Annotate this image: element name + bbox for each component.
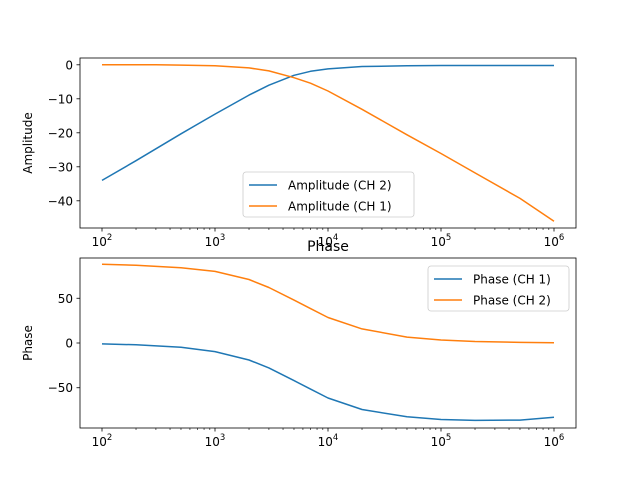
phase-y-tick-label: 50 xyxy=(58,292,73,306)
phase-y-tick-label: −50 xyxy=(48,381,73,395)
amplitude-x-tick-label: 105 xyxy=(431,233,452,249)
amplitude-legend-label-1: Amplitude (CH 2) xyxy=(288,179,392,193)
amplitude-x-tick-label: 102 xyxy=(92,233,113,249)
phase-panel-title: Phase xyxy=(307,239,349,255)
amplitude-x-tick-label: 103 xyxy=(205,233,226,249)
amplitude-y-tick-label: −40 xyxy=(48,194,73,208)
phase-legend: Phase (CH 1) Phase (CH 2) xyxy=(427,265,570,312)
amplitude-y-tick-label: 0 xyxy=(65,58,73,72)
amplitude-legend-box xyxy=(242,171,415,218)
amplitude-series-line-2 xyxy=(102,64,555,222)
amplitude-y-tick-label: −10 xyxy=(48,92,73,106)
phase-x-tick-label: 102 xyxy=(92,433,113,449)
phase-y-tick-label: 0 xyxy=(65,337,73,351)
amplitude-panel: 102 103 104 105 106 0 −10 −20 −30 −40 Amplitude Amp… xyxy=(21,57,577,249)
amplitude-legend-label-2: Amplitude (CH 1) xyxy=(288,200,392,214)
amplitude-y-tick-label: −20 xyxy=(48,126,73,140)
phase-x-tick-label: 106 xyxy=(544,433,565,449)
amplitude-x-tick-label: 104 xyxy=(318,233,339,249)
phase-legend-label-1: Phase (CH 1) xyxy=(473,273,551,287)
phase-x-tick-label: 103 xyxy=(205,433,226,449)
amplitude-x-tick-label: 106 xyxy=(544,233,565,249)
phase-series-line-1 xyxy=(101,343,555,422)
phase-legend-box xyxy=(427,265,570,312)
amplitude-series-line-1 xyxy=(101,64,554,182)
phase-x-tick-label: 104 xyxy=(318,433,339,449)
amplitude-y-axis-label: Amplitude xyxy=(21,112,35,174)
phase-y-axis-label: Phase xyxy=(21,325,35,361)
amplitude-y-tick-label: −30 xyxy=(48,160,73,174)
amplitude-legend: Amplitude (CH 2) Amplitude (CH 1) xyxy=(242,171,415,218)
phase-series-line-2 xyxy=(101,263,555,344)
phase-x-tick-label: 105 xyxy=(431,433,452,449)
phase-legend-label-2: Phase (CH 2) xyxy=(473,294,551,308)
phase-panel: 102 103 104 105 106 50 0 −50 Phase Phase Phase (CH… xyxy=(21,239,577,449)
